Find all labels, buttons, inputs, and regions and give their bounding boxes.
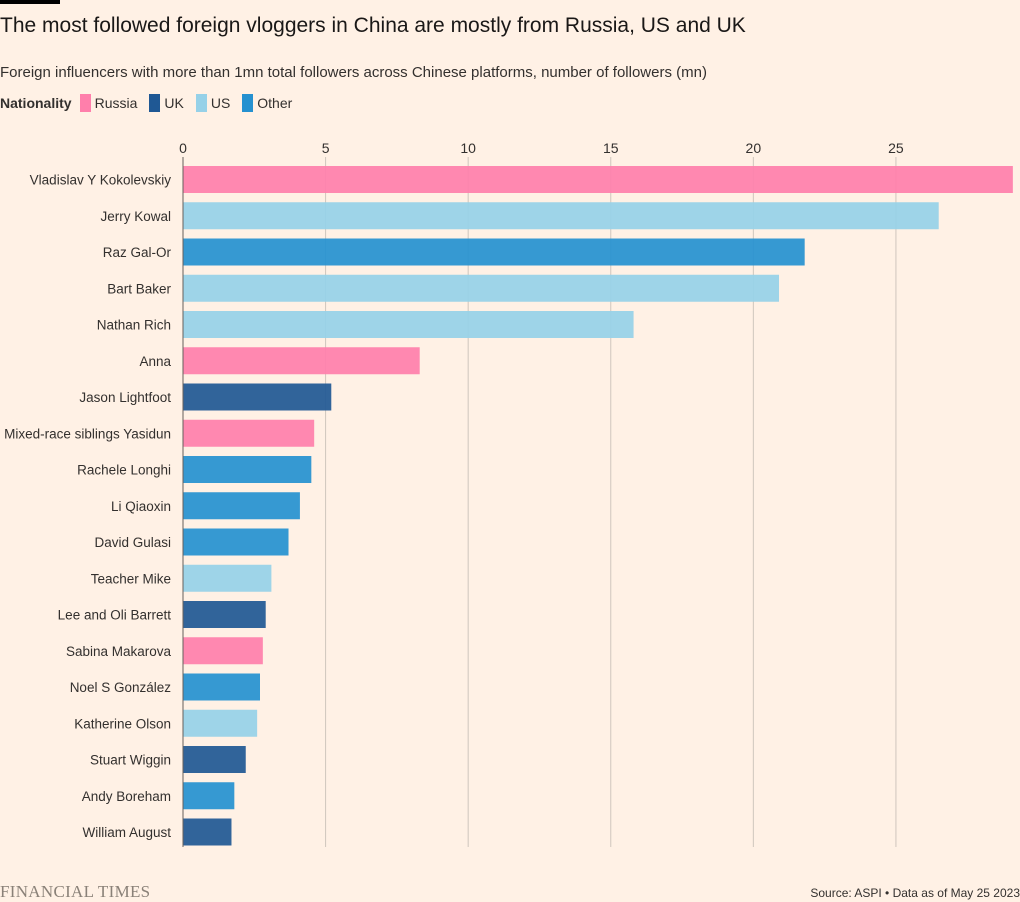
legend-label-russia: Russia [94, 95, 138, 111]
bar [183, 311, 634, 338]
bar [183, 166, 1013, 193]
chart-subtitle: Foreign influencers with more than 1mn t… [0, 64, 707, 81]
bar [183, 202, 939, 230]
bar [183, 238, 805, 266]
category-label: Li Qiaoxin [111, 499, 171, 514]
legend-item-russia: Russia [79, 94, 138, 112]
legend-swatch-other [242, 94, 254, 112]
legend-label-other: Other [257, 95, 293, 111]
category-label: Anna [139, 354, 171, 369]
bar [183, 456, 312, 483]
x-tick-label: 15 [603, 140, 619, 156]
category-label: Noel S González [70, 680, 172, 695]
category-label: Nathan Rich [97, 318, 171, 333]
legend-item-other: Other [242, 94, 292, 112]
x-tick-label: 10 [460, 140, 476, 156]
bar [183, 782, 235, 810]
x-tick-label: 0 [179, 140, 187, 156]
category-label: Teacher Mike [91, 571, 171, 586]
category-label: Jerry Kowal [100, 209, 171, 224]
category-label: Mixed-race siblings Yasidun [4, 426, 171, 441]
category-label: Andy Boreham [82, 789, 171, 804]
category-label: Katherine Olson [74, 716, 171, 731]
category-label: Stuart Wiggin [90, 753, 171, 768]
bar [183, 492, 300, 520]
bar [183, 746, 246, 773]
ft-logo: FINANCIAL TIMES [0, 882, 151, 901]
bar [183, 673, 260, 701]
category-label: Jason Lightfoot [79, 390, 171, 405]
category-label: David Gulasi [94, 535, 171, 550]
category-label: Rachele Longhi [77, 463, 171, 478]
x-tick-label: 5 [322, 140, 330, 156]
bar-chart: 0 5 10 15 20 25 Vladislav Y Kokolevskiy Jerry K… [4, 140, 1013, 847]
legend-title: Nationality [0, 95, 72, 111]
bar [183, 709, 258, 737]
bar [183, 601, 266, 628]
legend-label-us: US [210, 95, 231, 111]
x-tick-label: 25 [888, 140, 904, 156]
bar [183, 347, 420, 375]
category-label: William August [82, 825, 171, 840]
legend-swatch-uk [149, 94, 161, 112]
bar [183, 564, 272, 592]
top-accent-bar [0, 0, 60, 4]
legend-item-uk: UK [149, 94, 184, 112]
chart-title: The most followed foreign vloggers in Ch… [0, 14, 746, 37]
bar [183, 637, 263, 665]
x-tick-label: 20 [746, 140, 762, 156]
category-label: Bart Baker [107, 281, 171, 296]
legend-swatch-us [195, 94, 207, 112]
bar [183, 818, 232, 846]
category-label: Raz Gal-Or [103, 245, 172, 260]
legend-swatch-russia [79, 94, 91, 112]
bar [183, 419, 315, 447]
category-label: Vladislav Y Kokolevskiy [30, 173, 172, 188]
legend: Nationality Russia UK US Other [0, 94, 304, 112]
bar [183, 528, 289, 556]
source-note: Source: ASPI • Data as of May 25 2023 [810, 886, 1020, 900]
category-label: Lee and Oli Barrett [58, 608, 172, 623]
legend-label-uk: UK [164, 95, 184, 111]
bar [183, 383, 332, 411]
bar [183, 274, 780, 302]
legend-item-us: US [195, 94, 231, 112]
category-label: Sabina Makarova [66, 644, 172, 659]
